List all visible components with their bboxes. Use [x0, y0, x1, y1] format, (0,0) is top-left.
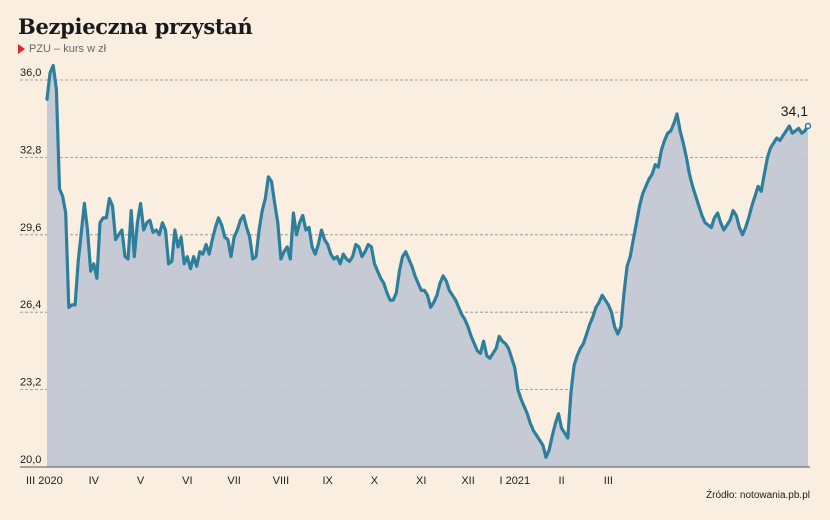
series-line [45, 63, 810, 459]
last-point [804, 122, 812, 130]
legend-marker-icon [18, 44, 25, 54]
y-tick-label: 26,4 [20, 299, 41, 311]
x-tick-label: V [137, 475, 145, 487]
x-tick-label: III [604, 475, 613, 487]
x-tick-label: III 2020 [26, 475, 63, 487]
x-tick-label: X [371, 475, 379, 487]
x-tick-label: IV [89, 475, 100, 487]
x-tick-label: VIII [273, 475, 290, 487]
y-tick-label: 32,8 [20, 144, 41, 156]
x-tick-label: XII [461, 475, 474, 487]
x-tick-label: XI [416, 475, 426, 487]
y-tick-label: 23,2 [20, 377, 41, 389]
last-value-label: 34,1 [781, 103, 808, 119]
source-note: Źródło: notowania.pb.pl [706, 490, 810, 501]
y-tick-label: 20,0 [20, 454, 41, 466]
area-fill [47, 65, 808, 467]
x-tick-label: IX [322, 475, 333, 487]
subtitle: PZU – kurs w zł [18, 43, 106, 55]
x-tick-label: VII [227, 475, 240, 487]
subtitle-text: PZU – kurs w zł [29, 43, 107, 55]
y-tick-label: 36,0 [20, 67, 41, 79]
x-tick-label: VI [182, 475, 192, 487]
page-title: Bezpieczna przystań [18, 14, 253, 39]
x-tick-label: I 2021 [500, 475, 531, 487]
y-tick-label: 29,6 [20, 222, 41, 234]
x-tick-label: II [559, 475, 565, 487]
